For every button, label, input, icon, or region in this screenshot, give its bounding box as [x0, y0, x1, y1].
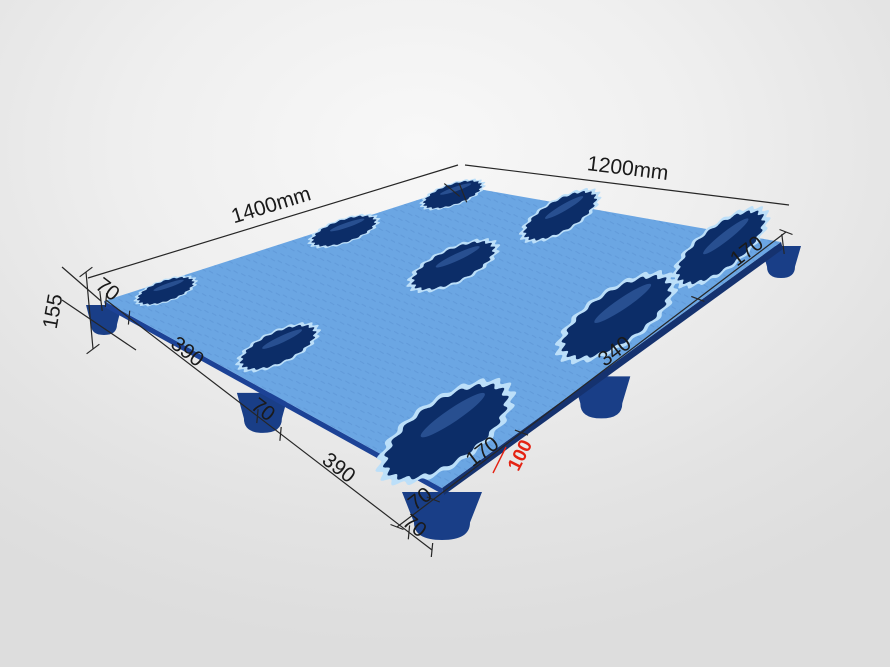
svg-text:1400mm: 1400mm [229, 182, 314, 228]
svg-text:1200mm: 1200mm [586, 152, 670, 185]
svg-text:155: 155 [39, 292, 68, 331]
svg-text:390: 390 [318, 448, 360, 488]
